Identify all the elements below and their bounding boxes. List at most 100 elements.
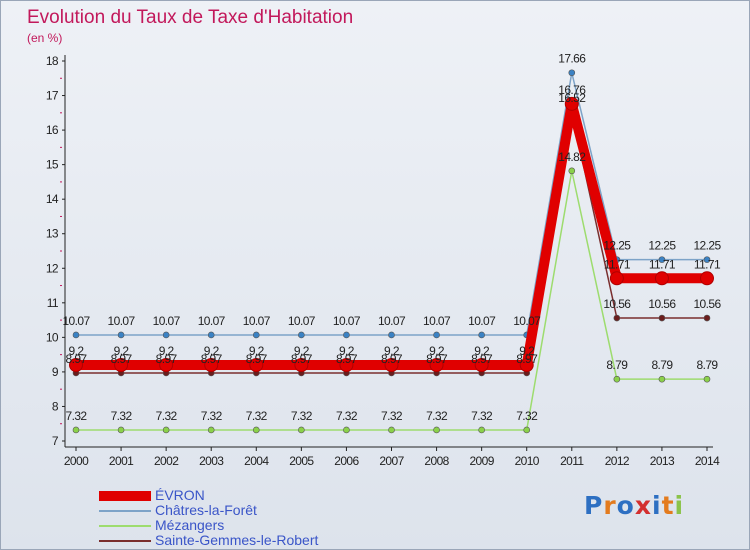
- data-point: [523, 426, 531, 434]
- data-point: [703, 375, 711, 383]
- data-point: [298, 331, 305, 339]
- data-point: [658, 314, 666, 322]
- logo-letter: t: [661, 491, 675, 520]
- data-label: 7.32: [291, 409, 313, 423]
- data-label: 10.07: [423, 314, 451, 328]
- data-label: 8.79: [606, 358, 628, 372]
- logo-letter: i: [674, 491, 685, 520]
- data-label: 9.2: [384, 344, 400, 358]
- data-label: 7.32: [201, 409, 223, 423]
- data-label: 9.2: [429, 344, 445, 358]
- data-point: [433, 426, 440, 434]
- data-label: 8.97: [516, 352, 538, 366]
- data-label: 8.97: [471, 352, 493, 366]
- legend-label: Châtres-la-Forêt: [155, 502, 257, 518]
- y-tick-label: 16: [46, 123, 59, 137]
- data-point: [72, 331, 80, 339]
- data-label: 10.07: [378, 314, 406, 328]
- data-point: [564, 96, 579, 111]
- data-point: [294, 358, 309, 372]
- proxiti-logo: Proxiti: [584, 491, 684, 520]
- data-label: 11.71: [604, 257, 631, 271]
- data-point: [478, 331, 485, 339]
- data-label: 8.97: [246, 352, 268, 366]
- data-point: [117, 331, 125, 339]
- data-label: 7.32: [426, 409, 448, 423]
- data-label: 9.2: [159, 344, 175, 358]
- data-label: 8.97: [381, 352, 403, 366]
- y-tick-label: 12: [46, 261, 59, 275]
- unit-label: (en %): [27, 31, 63, 45]
- data-label: 10.56: [648, 297, 676, 311]
- data-label: 11.71: [694, 257, 721, 271]
- y-tick-label: 18: [46, 54, 59, 68]
- data-point: [114, 358, 129, 372]
- data-label: 8.97: [66, 352, 88, 366]
- y-tick-label: 13: [46, 227, 59, 241]
- data-label: 10.56: [603, 297, 631, 311]
- data-point: [72, 426, 80, 434]
- x-tick-label: 2013: [650, 454, 675, 468]
- data-point: [700, 271, 714, 286]
- data-point: [658, 256, 666, 263]
- y-tick-label: 17: [46, 89, 59, 103]
- legend-swatch: [99, 491, 151, 501]
- data-point: [298, 426, 305, 434]
- y-tick-label: 10: [46, 330, 59, 344]
- data-point: [249, 358, 264, 372]
- data-label: 9.2: [114, 344, 130, 358]
- data-point: [388, 426, 395, 434]
- y-tick-label: 7: [52, 434, 59, 448]
- data-point: [252, 426, 260, 434]
- x-tick-label: 2000: [64, 454, 89, 468]
- data-label: 16.52: [558, 91, 586, 105]
- logo-letter: i: [652, 491, 662, 520]
- x-tick-label: 2004: [244, 454, 269, 468]
- data-label: 9.2: [294, 344, 310, 358]
- data-point: [703, 256, 711, 263]
- x-tick-label: 2002: [154, 454, 179, 468]
- data-point: [658, 375, 666, 383]
- data-label: 8.97: [426, 352, 448, 366]
- data-label: 12.25: [648, 239, 676, 253]
- data-label: 10.07: [513, 314, 541, 328]
- data-point: [703, 314, 711, 322]
- data-label: 9.2: [69, 344, 85, 358]
- data-label: 10.07: [108, 314, 136, 328]
- data-label: 7.32: [66, 409, 88, 423]
- legend-swatch: [99, 510, 151, 512]
- data-point: [613, 314, 621, 322]
- legend-label: Sainte-Gemmes-le-Robert: [155, 532, 319, 548]
- data-point: [384, 358, 399, 372]
- logo-letter: r: [603, 491, 617, 520]
- data-point: [433, 331, 440, 339]
- y-tick-label: 11: [47, 296, 59, 310]
- data-label: 8.97: [291, 352, 313, 366]
- data-point: [162, 426, 170, 434]
- chart-title: Evolution du Taux de Taxe d'Habitation: [27, 7, 354, 28]
- x-tick-label: 2001: [109, 454, 134, 468]
- data-label: 9.2: [249, 344, 265, 358]
- data-point: [339, 358, 354, 372]
- x-tick-label: 2006: [334, 454, 359, 468]
- data-point: [568, 69, 576, 77]
- data-label: 16.76: [558, 83, 586, 97]
- data-label: 10.07: [333, 314, 361, 328]
- data-label: 8.79: [697, 358, 719, 372]
- data-label: 10.07: [153, 314, 181, 328]
- logo-letter: x: [634, 491, 652, 520]
- x-tick-label: 2007: [379, 454, 404, 468]
- data-point: [159, 358, 174, 372]
- data-point: [474, 358, 489, 372]
- data-label: 17.66: [558, 52, 586, 66]
- data-point: [343, 426, 350, 434]
- data-label: 10.56: [693, 297, 721, 311]
- data-point: [568, 167, 576, 175]
- data-point: [343, 331, 350, 339]
- data-label: 8.97: [201, 352, 223, 366]
- x-tick-label: 2014: [695, 454, 720, 468]
- data-label: 7.32: [246, 409, 268, 423]
- data-label: 8.97: [156, 352, 178, 366]
- data-label: 9.2: [339, 344, 355, 358]
